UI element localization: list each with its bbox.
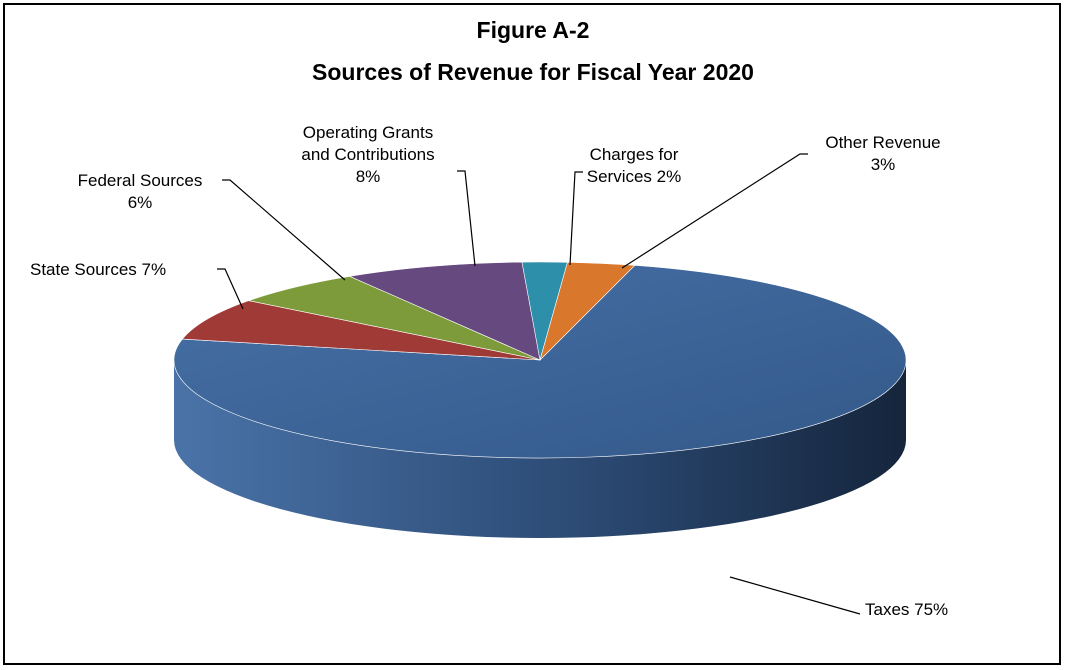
pie-slice-3 [348, 261, 541, 361]
slice-label-line: Services 2% [587, 167, 681, 186]
leader-line-2 [222, 179, 346, 281]
chart-title: Figure A-2 [476, 17, 590, 43]
leader-line-3 [457, 170, 476, 267]
slice-label-line: State Sources 7% [30, 260, 166, 279]
chart-subtitle: Sources of Revenue for Fiscal Year 2020 [312, 59, 754, 85]
slice-label-4: Charges for Services 2% [587, 145, 681, 186]
slice-label-line: Taxes 75% [865, 600, 948, 619]
slice-label-line: Charges for [590, 145, 679, 164]
leader-line-4 [569, 171, 583, 266]
slice-label-0: Taxes 75% [865, 600, 948, 619]
pie-slice-1 [181, 300, 541, 361]
slice-label-line: 3% [871, 155, 896, 174]
slice-label-3: Operating Grants and Contributions 8% [301, 123, 434, 186]
slice-label-5: Other Revenue 3% [825, 133, 940, 174]
pie-slice-0 [173, 265, 907, 459]
slice-label-line: Operating Grants [303, 123, 433, 142]
slice-side-0 [174, 360, 906, 538]
leader-line-5 [621, 153, 808, 269]
slice-label-1: State Sources 7% [30, 260, 166, 279]
slice-label-2: Federal Sources 6% [78, 171, 203, 212]
slice-label-line: 8% [356, 167, 381, 186]
slice-label-line: and Contributions [301, 145, 434, 164]
leader-line-0 [729, 576, 861, 615]
slice-label-line: Other Revenue [825, 133, 940, 152]
slice-label-line: Federal Sources [78, 171, 203, 190]
pie-slice-5 [539, 261, 636, 362]
pie-slice-2 [247, 275, 541, 361]
leader-line-1 [217, 268, 244, 310]
slice-label-line: 6% [128, 193, 153, 212]
